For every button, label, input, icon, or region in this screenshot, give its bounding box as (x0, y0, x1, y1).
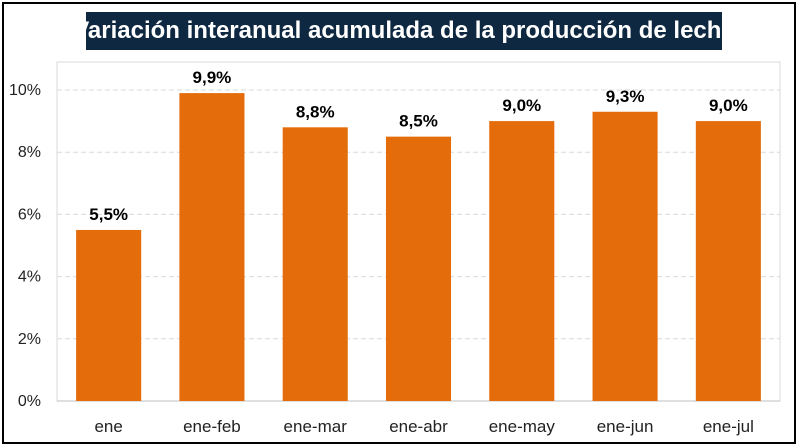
data-label: 9,3% (606, 87, 645, 106)
data-label: 5,5% (89, 205, 128, 224)
x-tick-label: ene-jul (703, 417, 754, 436)
data-label: 9,0% (502, 96, 541, 115)
data-label: 9,9% (193, 68, 232, 87)
data-label: 9,0% (709, 96, 748, 115)
x-tick-label: ene-mar (284, 417, 348, 436)
y-tick-label: 2% (18, 331, 41, 348)
y-tick-label: 8% (18, 144, 41, 161)
y-tick-label: 0% (18, 393, 41, 410)
y-tick-label: 6% (18, 206, 41, 223)
bar (385, 136, 452, 401)
data-label: 8,5% (399, 112, 438, 131)
bar (179, 93, 245, 401)
chart-title: Variación interanual acumulada de la pro… (73, 17, 735, 44)
chart-title-box: Variación interanual acumulada de la pro… (73, 12, 735, 50)
y-tick-label: 4% (18, 269, 41, 286)
bar (489, 121, 555, 402)
data-label: 8,8% (296, 102, 335, 121)
x-tick-label: ene (94, 417, 122, 436)
bar (592, 111, 658, 401)
x-tick-label: ene-feb (183, 417, 241, 436)
bar (282, 127, 348, 402)
bar (76, 229, 142, 401)
x-tick-label: ene-jun (597, 417, 654, 436)
y-tick-label: 10% (9, 82, 41, 99)
x-tick-label: ene-abr (389, 417, 448, 436)
x-tick-label: ene-may (489, 417, 556, 436)
bar (695, 121, 761, 402)
